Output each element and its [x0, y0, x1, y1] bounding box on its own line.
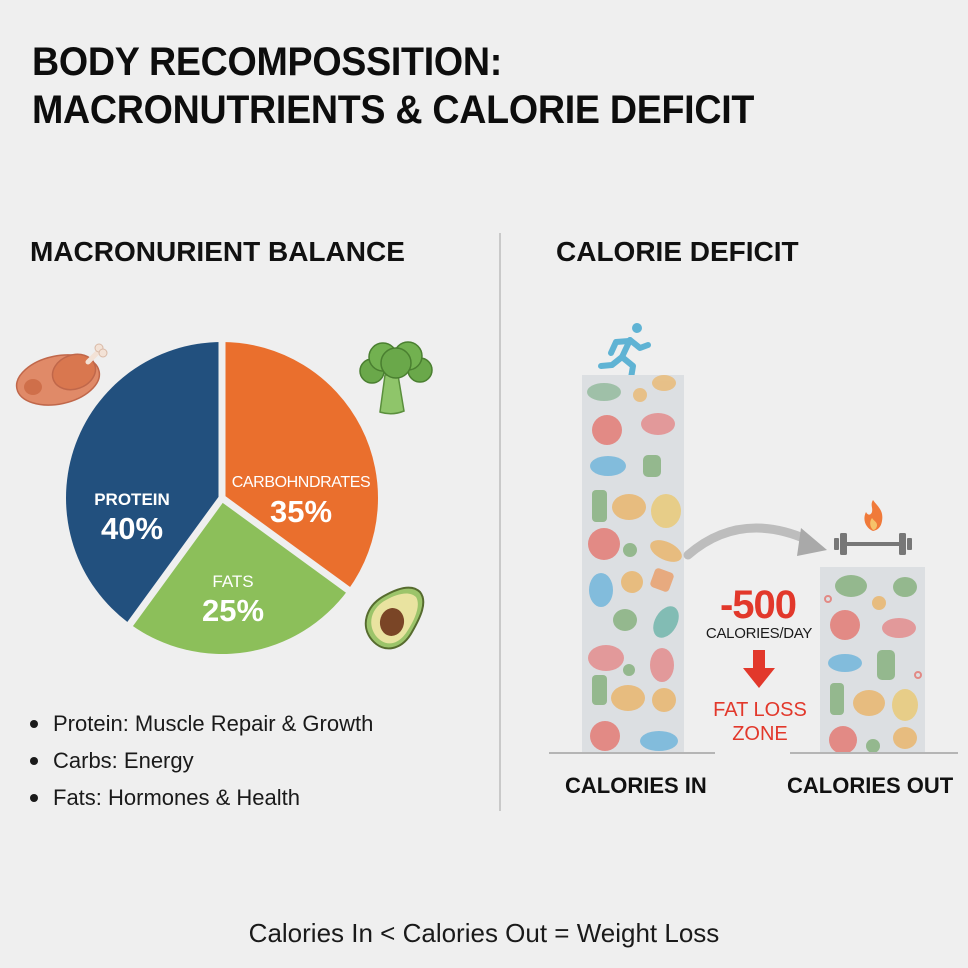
deficit-svg [549, 323, 958, 754]
pie-svg [15, 338, 433, 654]
macronutrient-section-title: MACRONURIENT BALANCE [30, 236, 405, 267]
calorie-deficit-graphic [540, 300, 968, 770]
pie-label-protein: PROTEIN 40% [76, 490, 188, 548]
pie-label-fats: FATS 25% [180, 572, 286, 630]
calories-out-label: CALORIES OUT [787, 773, 954, 798]
calorie-deficit-section-title: CALORIE DEFICIT [556, 236, 799, 267]
list-item: Protein: Muscle Repair & Growth [28, 705, 373, 742]
main-title-line1: BODY RECOMPOSSITION: [32, 40, 502, 84]
main-title: BODY RECOMPOSSITION: MACRONUTRIENTS & CA… [32, 38, 754, 134]
fat-loss-zone-line2: ZONE [732, 723, 788, 745]
running-person-icon [598, 323, 651, 381]
slice-percent-protein: 40% [100, 511, 164, 546]
slice-name-protein: PROTEIN [94, 490, 170, 509]
calories-in-label: CALORIES IN [565, 773, 707, 798]
macronutrient-pie-chart: PROTEIN 40% CARBOHNDRATES 35% FATS 25% [0, 330, 470, 670]
deficit-unit: CALORIES/DAY [705, 625, 813, 642]
pie-slice-carbohydrates [222, 342, 378, 590]
slice-name-carbohydrates: CARBOHNDRATES [231, 474, 371, 491]
main-title-line2: MACRONUTRIENTS & CALORIE DEFICIT [32, 88, 755, 132]
list-item: Fats: Hormones & Health [28, 779, 373, 816]
pie-label-carbohydrates: CARBOHNDRATES 35% [226, 473, 376, 531]
calories-in-baseline [549, 752, 715, 754]
pie-slice-protein [66, 342, 223, 625]
calories-out-food-pattern [824, 575, 922, 754]
slice-name-fats: FATS [212, 572, 254, 591]
weight-loss-formula: Calories In < Calories Out = Weight Loss [248, 918, 720, 948]
avocado-icon [364, 586, 425, 650]
pie-slice-fats [130, 498, 349, 654]
calories-out-baseline [790, 752, 958, 754]
broccoli-icon [359, 341, 433, 415]
macronutrient-benefits-list: Protein: Muscle Repair & Growth Carbs: E… [28, 705, 373, 816]
chicken-leg-icon [15, 343, 108, 406]
pie-separators [125, 338, 354, 630]
fat-loss-zone-label: FAT LOSS ZONE [700, 698, 820, 746]
calories-in-food-pattern [587, 375, 682, 751]
fat-loss-zone-line1: FAT LOSS [713, 699, 807, 721]
slice-percent-carbohydrates: 35% [269, 494, 333, 529]
down-arrow-icon [743, 650, 775, 688]
dumbbell-flame-icon [834, 500, 912, 555]
slice-percent-fats: 25% [201, 593, 265, 628]
section-divider [499, 233, 501, 811]
list-item: Carbs: Energy [28, 742, 373, 779]
curved-arrow-icon [683, 523, 827, 560]
deficit-value: -500 [719, 583, 797, 627]
